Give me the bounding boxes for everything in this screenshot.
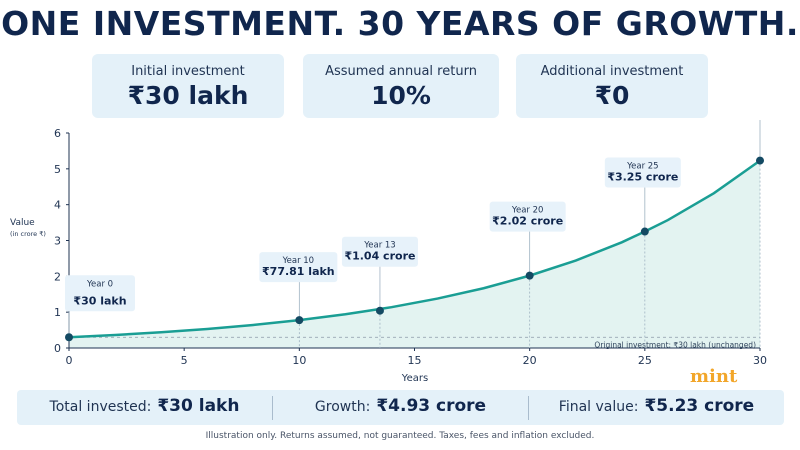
x-tick-label: 30 [753,354,767,367]
area-fill [69,160,760,348]
y-tick-label: 6 [54,127,61,140]
baseline-label: Original investment: ₹30 lakh (unchanged… [594,340,756,349]
card-label: Initial investment [131,64,245,79]
x-tick-label: 10 [292,354,306,367]
y-tick-label: 1 [54,306,61,319]
x-tick-label: 0 [66,354,73,367]
summary-label: Final value: [558,398,639,415]
callout-value-label: ₹77.81 lakh [262,265,335,278]
summary-final-value: Final value: ₹5.23 crore [528,395,784,420]
x-tick-label: 25 [638,354,652,367]
x-axis-label: Years [401,373,428,384]
series-line [68,159,761,339]
initial-investment-card: Initial investment ₹30 lakh [92,54,284,118]
callout-box [489,201,566,232]
callout-year-label: Year 10 [282,256,315,266]
callout-box [259,252,338,283]
y-tick-label: 5 [54,163,61,176]
x-tick-label: 5 [181,354,188,367]
data-point [525,271,534,280]
point-callout: Year 0 ₹30 lakh [65,275,135,342]
point-callout: Year 10₹77.81 lakh [259,252,338,325]
callout-box [604,157,681,188]
y-tick-label: 2 [54,270,61,283]
summary-total-invested: Total invested: ₹30 lakh [17,396,272,420]
x-tick-label: 15 [408,354,422,367]
summary-value: ₹30 lakh [157,395,240,416]
additional-investment-card: Additional investment ₹0 [516,54,708,118]
callout-year-label: Year 13 [363,241,396,251]
disclaimer-footnote: Illustration only. Returns assumed, not … [205,431,595,441]
data-point [375,306,384,315]
summary-label: Growth: [314,398,371,415]
y-tick-label: 0 [54,342,61,355]
summary-label: Total invested: [49,398,152,415]
callout-value-label: ₹30 lakh [73,294,126,307]
callout-year-label: Year 20 [511,206,544,216]
callout-year-label: Year 0 [86,279,113,289]
point-callout: Year 25₹3.25 crore [604,157,681,236]
callout-value-label: ₹1.04 crore [344,250,415,263]
data-point [65,333,73,342]
summary-value: ₹5.23 crore [644,395,755,416]
data-point [640,227,649,236]
annual-return-card: Assumed annual return 10% [303,54,499,118]
card-value: ₹0 [594,81,630,110]
summary-value: ₹4.93 crore [376,395,487,416]
callout-value-label: ₹3.25 crore [607,171,678,184]
point-callout: Year 13₹1.04 crore [341,236,418,315]
callout-value-label: ₹2.02 crore [492,215,563,228]
card-label: Assumed annual return [325,64,477,79]
growth-chart: Value (in crore ₹) Years 0 1 2 3 4 5 6 0 5 10 15 20… [10,120,767,384]
page-title: ONE INVESTMENT. 30 YEARS OF GROWTH. [1,4,799,43]
summary-growth: Growth: ₹4.93 crore [272,395,528,420]
point-callout: Year 20₹2.02 crore [489,201,566,280]
y-tick-label: 4 [54,199,61,212]
callout-box [341,236,418,267]
point-callout: Year 30₹5.23 crore [756,120,764,165]
y-axis-sublabel: (in crore ₹) [10,230,46,238]
callout-year-label: Year 25 [626,162,659,172]
y-axis-label: Value [10,218,35,228]
card-label: Additional investment [540,64,684,79]
y-tick-label: 3 [54,235,61,248]
data-point [756,156,764,165]
mint-logo: mint [690,366,738,387]
x-tick-label: 20 [523,354,537,367]
callout-box [65,275,135,312]
card-value: ₹30 lakh [127,81,249,110]
card-value: 10% [371,81,431,110]
summary-bar: Total invested: ₹30 lakh Growth: ₹4.93 c… [17,390,784,425]
data-point [295,316,304,325]
